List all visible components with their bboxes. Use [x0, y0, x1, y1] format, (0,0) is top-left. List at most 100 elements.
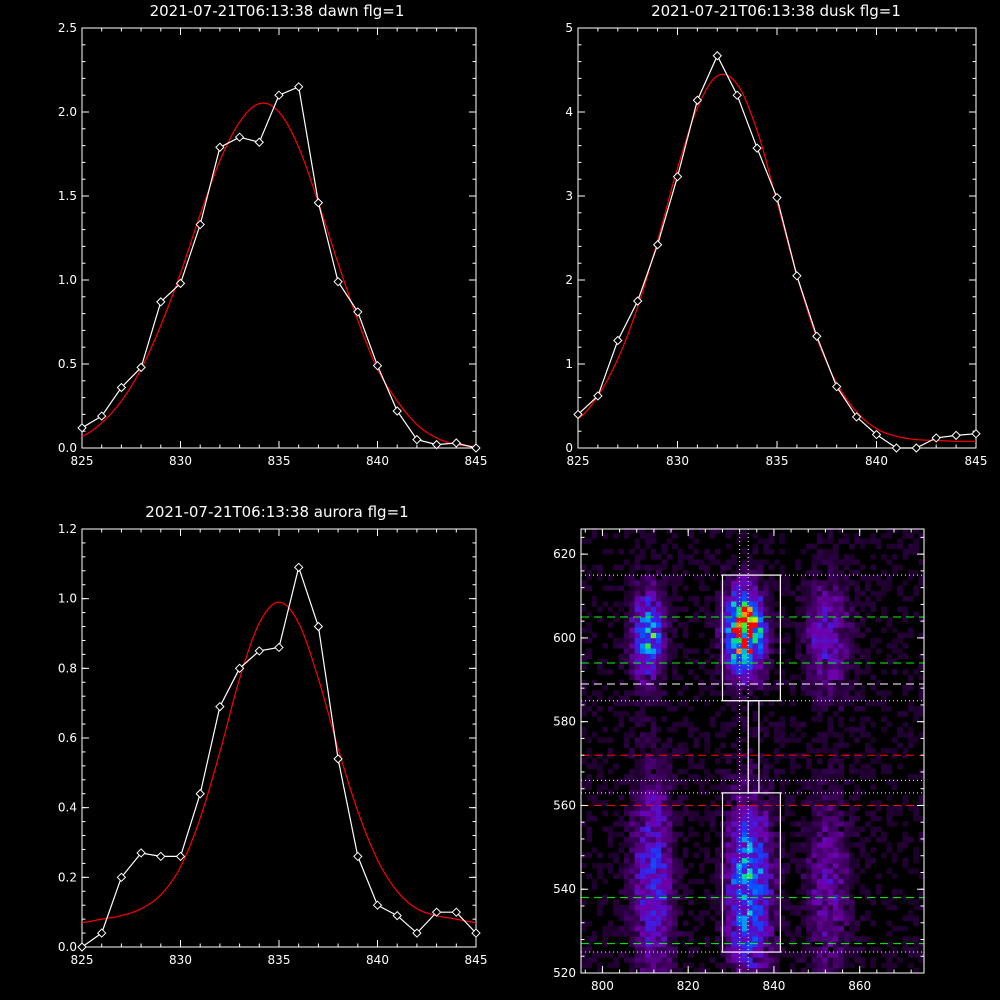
heatmap-cell — [591, 564, 598, 571]
heatmap-cell — [832, 543, 839, 550]
heatmap-cell — [661, 648, 668, 654]
heatmap-cell — [613, 601, 619, 607]
heatmap-cell — [843, 742, 850, 749]
heatmap-cell — [881, 962, 887, 968]
heatmap-cell — [704, 564, 710, 571]
heatmap-cell — [811, 915, 818, 921]
heatmap-cell — [645, 878, 651, 885]
heatmap-cell — [693, 852, 700, 859]
heatmap-cell — [854, 795, 860, 801]
heatmap-cell — [618, 548, 625, 555]
heatmap-cell — [607, 925, 614, 932]
heatmap-cell — [666, 700, 673, 707]
heatmap-cell — [897, 889, 903, 895]
heatmap-cell — [800, 957, 807, 963]
heatmap-cell — [907, 706, 914, 712]
heatmap-cell — [736, 564, 743, 571]
heatmap-cell — [731, 648, 737, 654]
connector-box — [747, 700, 760, 794]
heatmap-cell — [779, 753, 785, 759]
heatmap-cell — [645, 836, 651, 843]
heatmap-cell — [704, 685, 710, 691]
heatmap-cell — [747, 580, 753, 586]
heatmap-cell — [618, 868, 625, 874]
heatmap-cell — [629, 889, 635, 895]
heatmap-cell — [795, 637, 802, 644]
dawn-y-tick-label: 0.5 — [58, 357, 77, 371]
heatmap-cell — [773, 878, 780, 885]
heatmap-cell — [698, 878, 705, 885]
heatmap-cell — [816, 768, 823, 775]
heatmap-cell — [731, 842, 737, 848]
heatmap-cell — [656, 601, 662, 607]
heatmap-cell — [736, 952, 743, 958]
heatmap-cell — [640, 596, 646, 602]
heatmap-cell — [757, 910, 764, 916]
heatmap-cell — [656, 695, 662, 701]
heatmap-cell — [757, 915, 764, 921]
heatmap-cell — [806, 831, 812, 838]
heatmap-cell — [650, 617, 657, 623]
heatmap-cell — [806, 685, 812, 691]
heatmap-cell — [656, 810, 662, 817]
heatmap-cell — [645, 946, 651, 953]
heatmap-cell — [666, 810, 673, 817]
heatmap-cell — [677, 894, 684, 900]
heatmap-cell — [891, 569, 898, 576]
heatmap-cell — [650, 810, 657, 817]
heatmap-cell — [741, 904, 748, 911]
heatmap-cell — [613, 585, 619, 591]
heatmap-cell — [849, 826, 855, 832]
heatmap-cell — [720, 946, 726, 953]
heatmap-cell — [602, 952, 609, 958]
heatmap-cell — [747, 768, 753, 775]
heatmap-cell — [849, 559, 855, 565]
heatmap-cell — [688, 726, 694, 733]
heatmap-cell — [757, 721, 764, 728]
heatmap-cell — [581, 690, 587, 696]
heatmap-cell — [768, 700, 775, 707]
heatmap-cell — [811, 559, 818, 565]
heatmap-cell — [859, 889, 866, 895]
heatmap-cell — [849, 664, 855, 670]
heatmap-cell — [623, 617, 630, 623]
heatmap-cell — [806, 889, 812, 895]
heatmap-cell — [747, 800, 753, 806]
heatmap-cell — [827, 533, 834, 539]
heatmap-cell — [865, 580, 871, 586]
heatmap-cell — [827, 538, 834, 544]
heatmap-cell — [757, 821, 764, 827]
heatmap-cell — [838, 758, 844, 764]
heatmap-cell — [795, 643, 802, 649]
heatmap-cell — [768, 847, 775, 853]
heatmap-cell — [779, 863, 785, 869]
heatmap-cell — [682, 805, 689, 811]
heatmap-cell — [720, 690, 726, 696]
heatmap-cell — [731, 611, 737, 618]
heatmap-cell — [629, 789, 635, 796]
heatmap-cell — [661, 899, 668, 906]
heatmap-cell — [645, 952, 651, 958]
heatmap-cell — [752, 863, 759, 869]
heatmap-cell — [843, 627, 850, 633]
heatmap-cell — [752, 774, 759, 780]
heatmap-cell — [773, 852, 780, 859]
heatmap-cell — [666, 538, 673, 544]
heatmap-cell — [811, 674, 818, 681]
heatmap-cell — [602, 810, 609, 817]
heatmap-cell — [634, 648, 641, 654]
heatmap-cell — [709, 575, 716, 581]
heatmap-cell — [902, 821, 909, 827]
heatmap-cell — [656, 606, 662, 612]
heatmap-cell — [747, 627, 753, 633]
heatmap-cell — [747, 815, 753, 822]
heatmap-cell — [891, 627, 898, 633]
heatmap-cell — [650, 889, 657, 895]
heatmap-cell — [897, 726, 903, 733]
heatmap-cell — [629, 810, 635, 817]
heatmap-cell — [725, 941, 732, 948]
heatmap-cell — [832, 957, 839, 963]
heatmap-cell — [607, 920, 614, 927]
heatmap-cell — [902, 753, 909, 759]
heatmap-cell — [645, 936, 651, 942]
